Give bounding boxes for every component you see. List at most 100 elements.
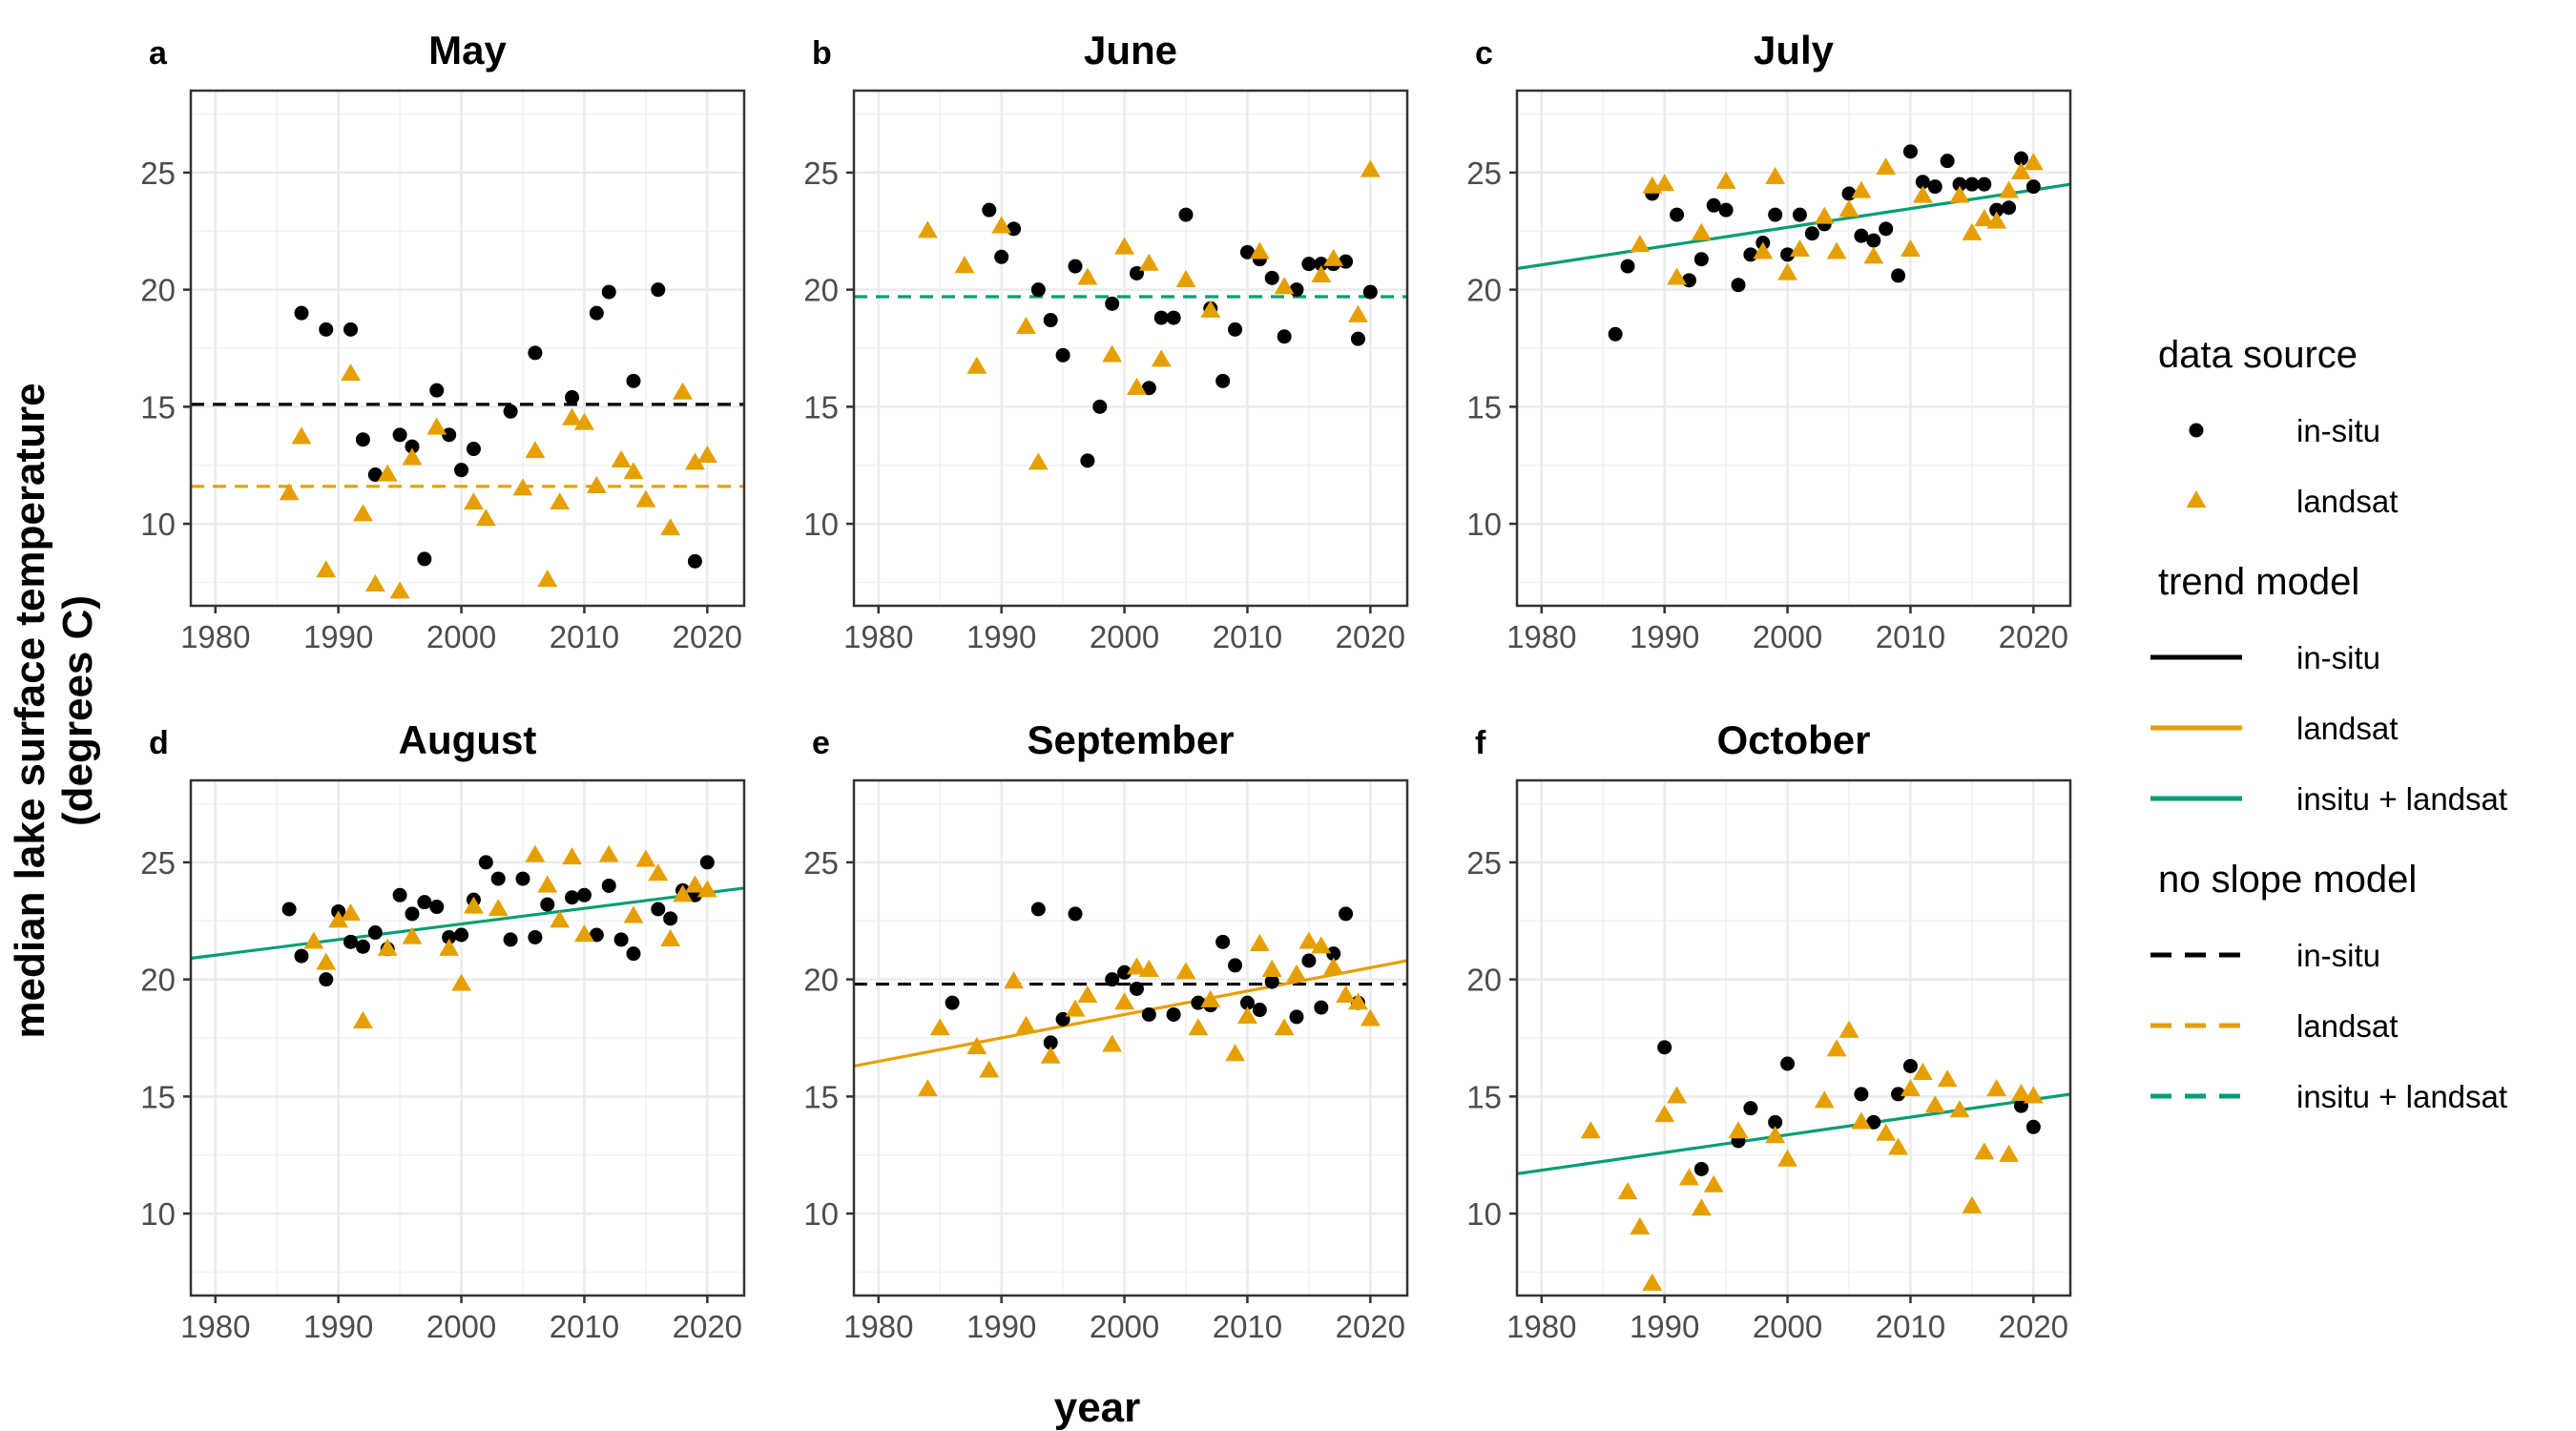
panel-letter: c <box>1475 35 1493 72</box>
data-point-in-situ <box>528 929 543 944</box>
data-point-in-situ <box>1239 995 1255 1010</box>
data-point-in-situ <box>1228 321 1243 337</box>
panel-letter: f <box>1475 725 1486 761</box>
data-point-in-situ <box>1706 197 1721 213</box>
data-point-landsat <box>1126 957 1147 975</box>
data-point-in-situ <box>1252 1003 1267 1018</box>
data-point-landsat <box>1323 957 1344 975</box>
y-tick-label: 25 <box>803 156 839 191</box>
data-point-landsat <box>684 452 705 470</box>
data-point-in-situ <box>945 995 960 1010</box>
data-point-in-situ <box>699 855 715 870</box>
data-point-landsat <box>1630 235 1651 253</box>
data-point-landsat <box>684 875 705 893</box>
data-point-landsat <box>1102 1034 1123 1052</box>
data-point-in-situ <box>503 932 518 947</box>
data-point-in-situ <box>1277 329 1292 344</box>
y-tick-label: 20 <box>140 963 176 998</box>
data-point-landsat <box>1876 1123 1897 1141</box>
data-point-in-situ <box>1055 347 1070 363</box>
data-point-landsat <box>917 1079 938 1097</box>
data-point-in-situ <box>1693 1161 1709 1176</box>
data-point-landsat <box>573 412 594 430</box>
data-point-in-situ <box>589 305 604 321</box>
data-point-in-situ <box>1891 1087 1906 1102</box>
data-point-landsat <box>1347 992 1368 1010</box>
data-point-landsat <box>623 462 644 480</box>
data-point-landsat <box>1249 933 1270 951</box>
data-point-landsat <box>352 1010 373 1028</box>
data-point-landsat <box>598 844 619 862</box>
data-point-landsat <box>696 880 717 898</box>
data-point-landsat <box>377 938 398 956</box>
data-point-landsat <box>1028 452 1049 470</box>
data-point-landsat <box>1323 248 1344 266</box>
data-point-in-situ <box>1068 906 1083 922</box>
data-point-landsat <box>1691 1198 1712 1216</box>
data-point-landsat <box>1642 1273 1663 1291</box>
data-point-landsat <box>439 938 460 956</box>
data-point-in-situ <box>1068 259 1083 274</box>
data-point-in-situ <box>589 927 604 943</box>
data-point-in-situ <box>1620 259 1635 274</box>
panel-border <box>1515 778 2072 1297</box>
data-point-landsat <box>1617 1182 1638 1200</box>
data-point-in-situ <box>601 284 616 300</box>
data-point-landsat <box>1986 1079 2007 1097</box>
data-point-in-situ <box>1141 1006 1156 1022</box>
data-point-landsat <box>991 216 1012 234</box>
data-point-landsat <box>1188 1018 1209 1036</box>
panel-title: August <box>399 717 537 762</box>
y-tick-label: 10 <box>1466 1196 1502 1232</box>
legend: data source in-situ landsat trend model in-s… <box>2150 334 2507 1114</box>
data-point-landsat <box>1274 1018 1295 1036</box>
data-point-in-situ <box>367 925 383 941</box>
data-point-landsat <box>1630 1216 1651 1234</box>
data-point-landsat <box>1667 267 1688 285</box>
panel-title: May <box>428 28 507 73</box>
x-axis-title: year <box>1054 1384 1141 1431</box>
data-point-landsat <box>1999 180 2020 198</box>
data-point-landsat <box>1876 157 1897 176</box>
data-point-in-situ <box>515 871 530 886</box>
data-point-landsat <box>1826 241 1847 259</box>
data-point-landsat <box>1753 241 1774 259</box>
data-point-in-situ <box>294 948 309 964</box>
x-tick-label: 1990 <box>966 619 1036 654</box>
panel-letter: a <box>149 35 168 72</box>
x-tick-label: 2010 <box>1213 619 1282 654</box>
panel-d: 1980 1990 2000 2010 2020 10 15 20 25 August d <box>140 717 746 1344</box>
data-point-landsat <box>660 518 681 536</box>
data-point-in-situ <box>319 321 334 337</box>
panel-letter: d <box>149 725 169 761</box>
data-point-landsat <box>1962 222 1983 240</box>
panel-e: 1980 1990 2000 2010 2020 10 15 20 25 September e <box>803 717 1409 1344</box>
data-point-landsat <box>1777 262 1798 280</box>
y-tick-label: 10 <box>140 507 176 542</box>
data-point-landsat <box>1298 931 1319 949</box>
data-point-in-situ <box>1964 176 1980 192</box>
data-point-in-situ <box>576 887 592 902</box>
data-point-in-situ <box>1866 233 1881 248</box>
x-tick-label: 1980 <box>1506 1309 1576 1344</box>
data-point-landsat <box>1654 1105 1675 1123</box>
x-tick-label: 2010 <box>550 619 619 654</box>
data-point-landsat <box>635 849 656 867</box>
data-point-in-situ <box>1879 221 1894 237</box>
data-point-in-situ <box>1239 244 1255 259</box>
data-point-landsat <box>1126 377 1147 395</box>
legend-label: landsat <box>2296 484 2398 519</box>
data-point-landsat <box>1667 1086 1688 1104</box>
data-point-landsat <box>1839 1020 1859 1038</box>
data-point-landsat <box>562 847 583 865</box>
panel-title: July <box>1754 28 1835 73</box>
data-point-landsat <box>377 464 398 482</box>
data-point-landsat <box>341 902 362 922</box>
data-point-landsat <box>1703 1174 1724 1192</box>
x-tick-label: 2020 <box>673 619 742 654</box>
data-point-in-situ <box>343 934 359 949</box>
x-tick-label: 2000 <box>1090 1309 1159 1344</box>
x-tick-label: 2010 <box>550 1309 619 1344</box>
panel-letter: b <box>812 35 832 72</box>
data-point-landsat <box>1924 1095 1945 1113</box>
